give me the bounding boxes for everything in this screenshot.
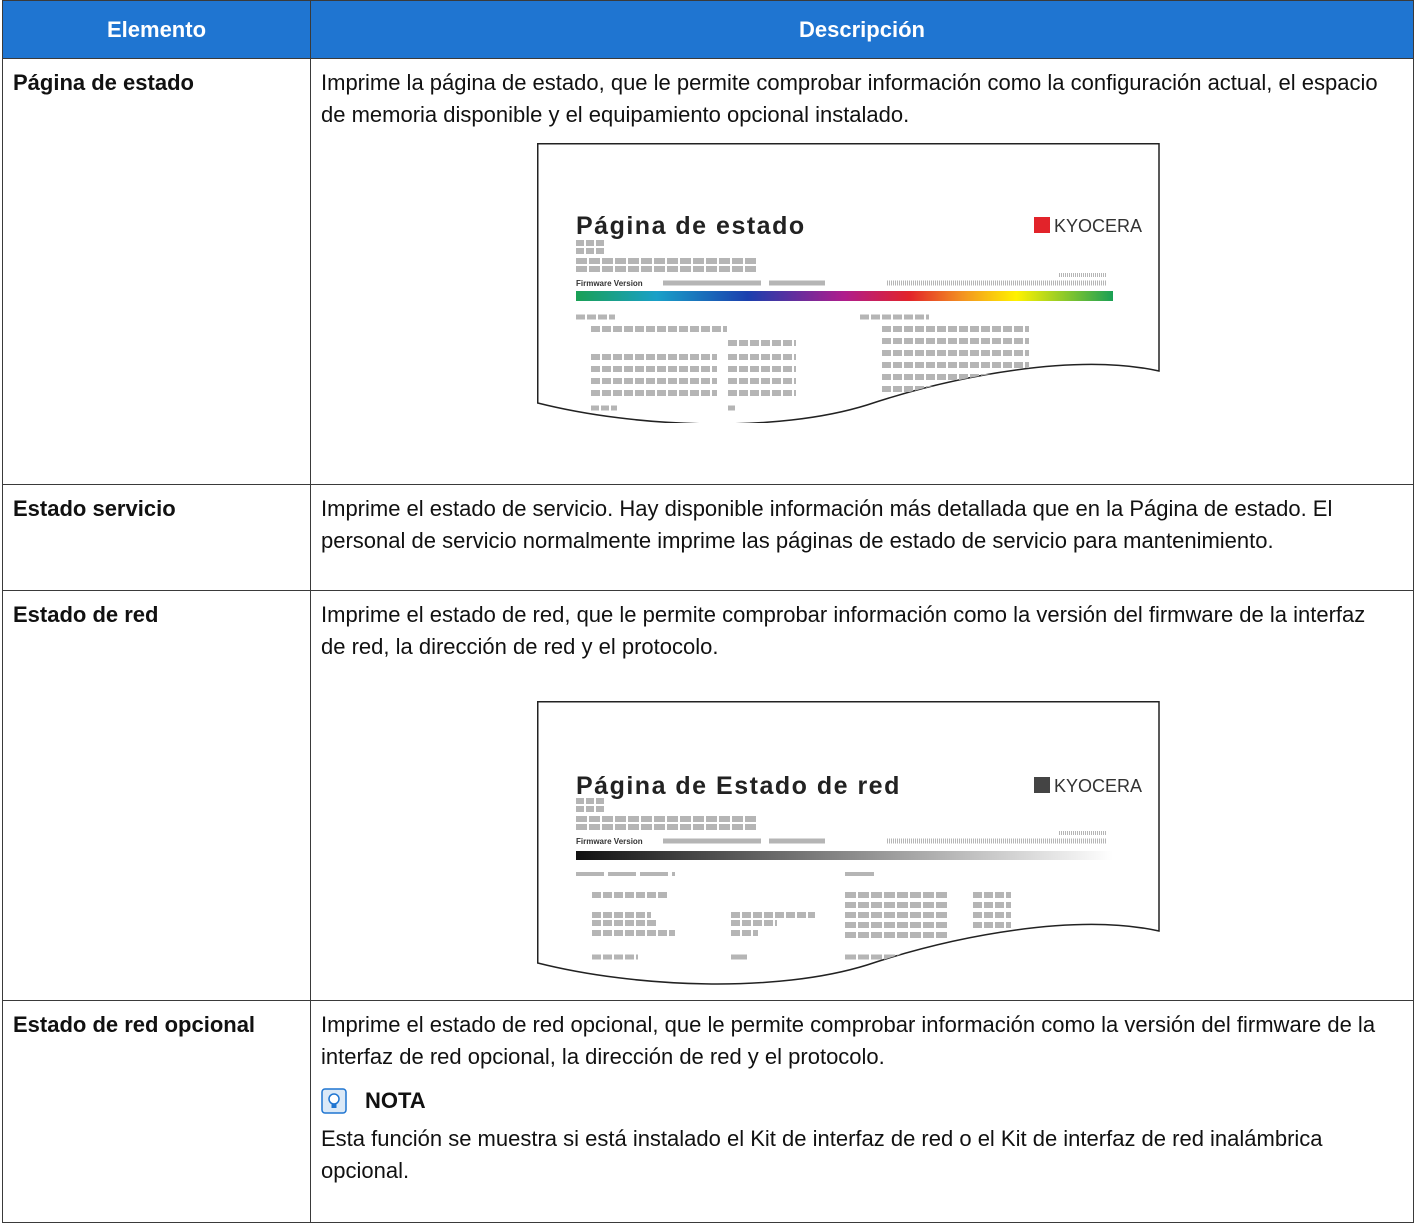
illustration-title: Página de estado [576, 212, 806, 240]
description-cell: Imprime la página de estado, que le perm… [310, 58, 1414, 485]
placeholder-lines [576, 798, 1107, 960]
description-cell: Imprime el estado de red opcional, que l… [310, 1000, 1414, 1223]
illustration: Página de estado KYOCERA Firmware Versio… [537, 143, 1160, 423]
description: Imprime el estado de red, que le permite… [321, 602, 1366, 659]
logo-mark [1034, 217, 1050, 233]
firmware-label: Firmware Version [576, 279, 643, 288]
header-cell: Descripción [310, 0, 1414, 59]
item-cell: Estado de red [2, 590, 311, 1001]
illustration: Página de Estado de red KYOCERA Firmware… [537, 701, 1160, 985]
header-cell: Elemento [2, 0, 311, 59]
description: Imprime el estado de red opcional, que l… [321, 1012, 1376, 1069]
note-title: NOTA [365, 1088, 426, 1113]
logo-mark [1034, 777, 1050, 793]
gray-bar [576, 851, 1113, 860]
note-icon [321, 1088, 347, 1114]
item-cell: Página de estado [2, 58, 311, 485]
color-bar [576, 291, 1113, 301]
description: Imprime la página de estado, que le perm… [321, 70, 1378, 127]
placeholder-lines [576, 240, 1107, 411]
note-heading: NOTA [321, 1085, 1393, 1117]
description-cell: Imprime el estado de servicio. Hay dispo… [310, 484, 1414, 591]
item-cell: Estado de red opcional [2, 1000, 311, 1223]
illustration-title: Página de Estado de red [576, 772, 901, 800]
description-cell: Imprime el estado de red, que le permite… [310, 590, 1414, 1001]
logo: KYOCERA [1054, 776, 1142, 796]
note-text: Esta función se muestra si está instalad… [321, 1126, 1323, 1183]
logo: KYOCERA [1054, 216, 1142, 236]
item-cell: Estado servicio [2, 484, 311, 591]
firmware-label: Firmware Version [576, 837, 643, 846]
